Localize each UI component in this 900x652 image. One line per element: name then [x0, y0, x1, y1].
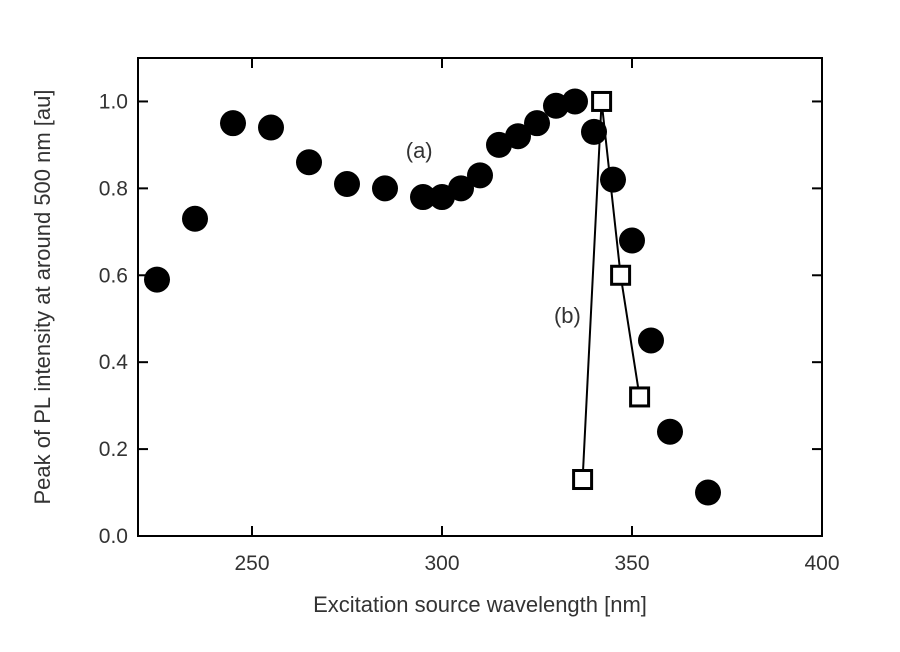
data-point-a	[467, 162, 493, 189]
data-point-b	[591, 90, 613, 112]
y-tick-label: 0.2	[99, 438, 128, 461]
x-tick-label: 250	[234, 552, 269, 575]
axis-ticks	[138, 58, 823, 537]
annotation-label: (b)	[554, 303, 581, 328]
series-line-1	[581, 101, 641, 480]
x-axis-title: Excitation source wavelength [nm]	[313, 592, 647, 617]
y-tick-label: 0.6	[99, 264, 128, 287]
data-point-b	[572, 469, 594, 491]
series-lines	[581, 101, 641, 480]
data-point-a	[296, 149, 322, 176]
data-point-a	[220, 110, 246, 137]
data-point-a	[562, 88, 588, 115]
axis-tick-labels: 250 300 350 400 0.0 0.2 0.4 0.6 0.8 1.0	[99, 90, 840, 575]
data-point-a	[581, 118, 607, 145]
y-tick-label: 1.0	[99, 90, 128, 113]
data-point-b	[610, 264, 632, 286]
plot-frame	[137, 57, 823, 537]
annotation-label: (a)	[406, 138, 433, 163]
data-point-a	[600, 166, 626, 193]
x-tick-label: 350	[614, 552, 649, 575]
data-point-a	[182, 205, 208, 232]
series-points	[144, 88, 721, 506]
data-point-a	[524, 110, 550, 137]
data-point-a	[448, 175, 474, 202]
data-point-a	[638, 327, 664, 354]
data-point-a	[657, 418, 683, 445]
data-point-a	[372, 175, 398, 202]
y-tick-label: 0.0	[99, 525, 128, 548]
data-point-a	[334, 171, 360, 198]
data-point-a	[695, 479, 721, 506]
data-point-a	[258, 114, 284, 141]
y-tick-label: 0.4	[99, 351, 129, 374]
data-point-a	[505, 123, 531, 150]
x-tick-label: 300	[424, 552, 459, 575]
data-point-a	[410, 184, 436, 211]
annotations: (a) (b)	[406, 138, 581, 328]
data-point-a	[144, 266, 170, 293]
x-tick-label: 400	[804, 552, 839, 575]
y-tick-label: 0.8	[99, 177, 128, 200]
data-point-a	[619, 227, 645, 254]
y-axis-title: Peak of PL intensity at around 500 nm [a…	[30, 89, 55, 504]
data-point-b	[629, 386, 651, 408]
